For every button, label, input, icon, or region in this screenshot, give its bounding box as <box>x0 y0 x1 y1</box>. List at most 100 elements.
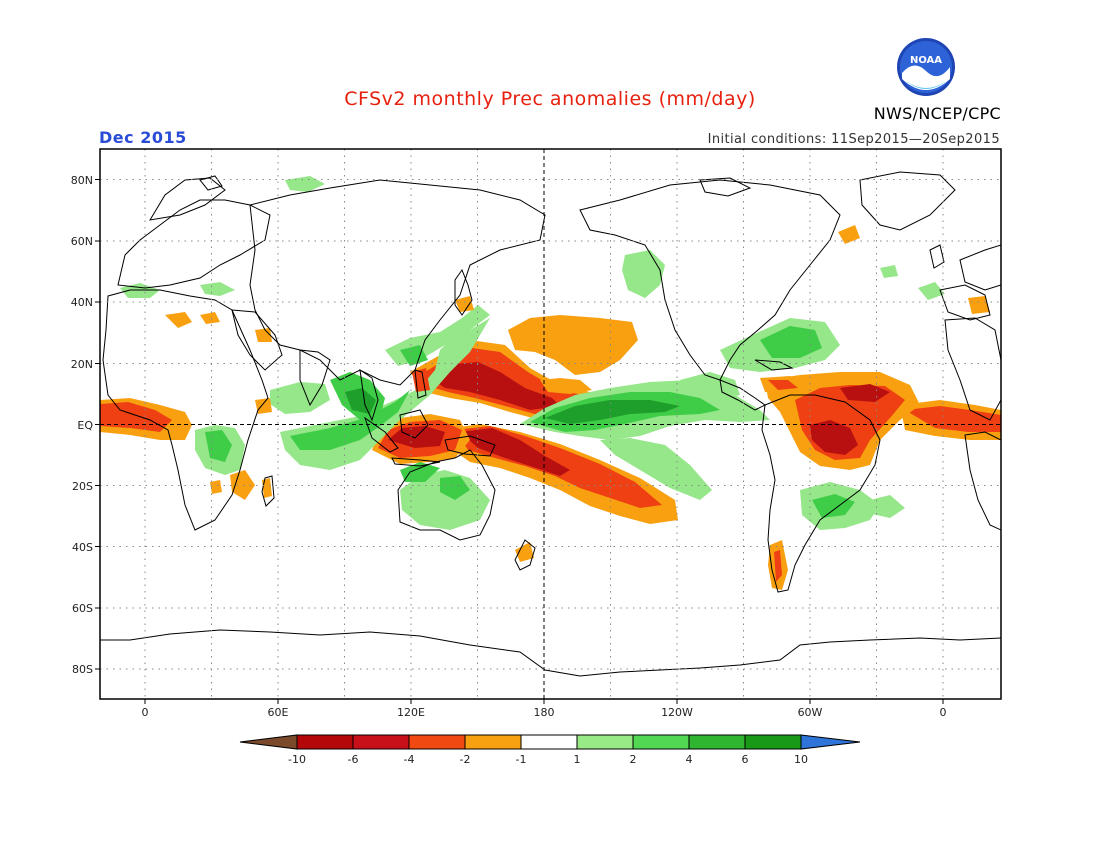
coast-nz <box>514 539 536 571</box>
lat-label-40s: 40S <box>72 541 93 554</box>
coast-w-africa-right <box>944 317 1001 421</box>
noaa-logo-icon: NOAA <box>897 38 955 96</box>
colorbar-box-8 <box>688 734 746 750</box>
anomaly-wet-europe-w <box>918 282 945 300</box>
anomaly-red-caribbean <box>768 380 798 390</box>
coast-central-america <box>719 379 766 411</box>
noaa-logo-text: NOAA <box>910 55 942 66</box>
initial-conditions-label: Initial conditions: 11Sep2015—20Sep2015 <box>707 132 1000 147</box>
coast-sumatra <box>364 416 399 453</box>
anomaly-dry-persia <box>255 328 272 342</box>
coast-iberia <box>939 284 991 321</box>
anomaly-darkred-nwpacific <box>430 362 560 410</box>
colorbar-box-9 <box>744 734 802 750</box>
anomaly-wet-arabian <box>270 382 330 414</box>
coast-africa <box>102 289 269 531</box>
anomaly-wet-se-pacific <box>600 438 712 500</box>
coast-south-america <box>761 394 881 593</box>
anomaly-darkred-south-pacific <box>460 428 570 476</box>
lon-label-120e: 120E <box>397 706 425 719</box>
colorbar-label-10: 10 <box>794 753 808 766</box>
coast-borneo <box>399 409 429 439</box>
anomaly-wet-nw-aus <box>400 462 440 482</box>
chart-title: CFSv2 monthly Prec anomalies (mm/day) <box>344 88 756 110</box>
colorbar-box-4 <box>464 734 522 750</box>
coast-scandinavia <box>149 177 226 221</box>
coast-madagascar <box>261 475 275 507</box>
coast-arctic-islands <box>699 177 752 197</box>
lat-label-eq: EQ <box>77 419 93 432</box>
anomaly-wet-indian-ocean <box>290 390 410 450</box>
colorbar-label-2: 2 <box>630 753 637 766</box>
lat-label-20n: 20N <box>71 358 93 371</box>
coast-indochina <box>359 368 379 422</box>
anomaly-dry-europe <box>968 296 990 314</box>
colorbar-label-m6: -6 <box>348 753 359 766</box>
colorbar-box-2 <box>352 734 410 750</box>
graticule <box>100 149 1001 699</box>
colorbar-label-1: 1 <box>574 753 581 766</box>
coast-antarctica <box>100 629 1001 677</box>
coast-cuba <box>754 359 794 371</box>
anomaly-wet-se-atlantic <box>870 495 905 518</box>
forecast-month-label: Dec 2015 <box>99 128 187 147</box>
lon-label-60e: 60E <box>268 706 289 719</box>
coast-arabia <box>231 309 283 371</box>
colorbar-box-1 <box>296 734 354 750</box>
anomaly-darkred-amazon <box>810 420 858 455</box>
colorbar-box-5 <box>520 734 578 750</box>
anomaly-red-argentina <box>774 550 782 582</box>
lon-label-0w: 0 <box>940 706 947 719</box>
anomaly-wet-australia-inner <box>440 476 470 500</box>
colorbar-label-m4: -4 <box>404 753 415 766</box>
anomaly-dry-india-s <box>255 398 272 414</box>
anomaly-wet-equatorial-pacific-dark <box>545 400 680 424</box>
anomaly-dry-se-africa <box>230 470 255 500</box>
colorbar-label-m10: -10 <box>288 753 306 766</box>
agency-label: NWS/NCEP/CPC <box>873 104 1001 123</box>
anomaly-darkred-atl-north <box>840 384 890 402</box>
coast-greenland <box>859 171 956 231</box>
anomaly-wet-black-sea <box>200 282 235 296</box>
coast-india <box>299 349 331 407</box>
coast-asia <box>249 179 546 386</box>
anomaly-dry-greece <box>200 312 220 324</box>
anomaly-dry-n-africa <box>165 312 192 328</box>
lat-label-60s: 60S <box>72 602 93 615</box>
coast-svalbard <box>199 175 223 191</box>
coast-japan <box>454 268 473 316</box>
colorbar-box-3 <box>408 734 466 750</box>
anomaly-red-atlantic-east <box>905 406 1001 432</box>
anomaly-dry-japan <box>455 296 474 312</box>
lat-labels: 80N 60N 40N 20N EQ 20S 40S 60S 80S <box>71 174 94 676</box>
colorbar-label-m1: -1 <box>516 753 527 766</box>
colorbar-label-4: 4 <box>686 753 693 766</box>
coast-new-guinea <box>444 435 496 457</box>
anomaly-wet-canada <box>880 265 898 278</box>
coast-australia <box>397 449 496 541</box>
lat-label-40n: 40N <box>71 296 93 309</box>
tick-marks <box>95 179 944 704</box>
lon-label-180: 180 <box>534 706 555 719</box>
coast-europe-right <box>959 244 1001 291</box>
lat-label-80s: 80S <box>72 663 93 676</box>
colorbar-arrow-left <box>239 734 298 750</box>
anomaly-wet-bay-dark <box>345 388 376 414</box>
colorbar-label-m2: -2 <box>460 753 471 766</box>
anomaly-wet-australia <box>400 470 490 530</box>
lat-label-60n: 60N <box>71 235 93 248</box>
anomaly-wet-south-brazil-inner <box>812 494 855 518</box>
anomaly-dry-npacific <box>508 315 638 375</box>
anomaly-dry-alaska-se <box>838 225 860 244</box>
coast-africa-right-south <box>964 431 1001 531</box>
coast-europe <box>117 199 271 289</box>
anomaly-wet-china-inner <box>400 345 428 366</box>
coastlines <box>100 171 1001 677</box>
coast-philippines <box>414 369 427 399</box>
coast-uk <box>929 244 945 269</box>
lon-label-60w: 60W <box>798 706 823 719</box>
anomaly-wet-east-africa-inner <box>205 430 232 462</box>
anomaly-dry-madagascar <box>262 478 272 498</box>
colorbar-box-7 <box>632 734 690 750</box>
